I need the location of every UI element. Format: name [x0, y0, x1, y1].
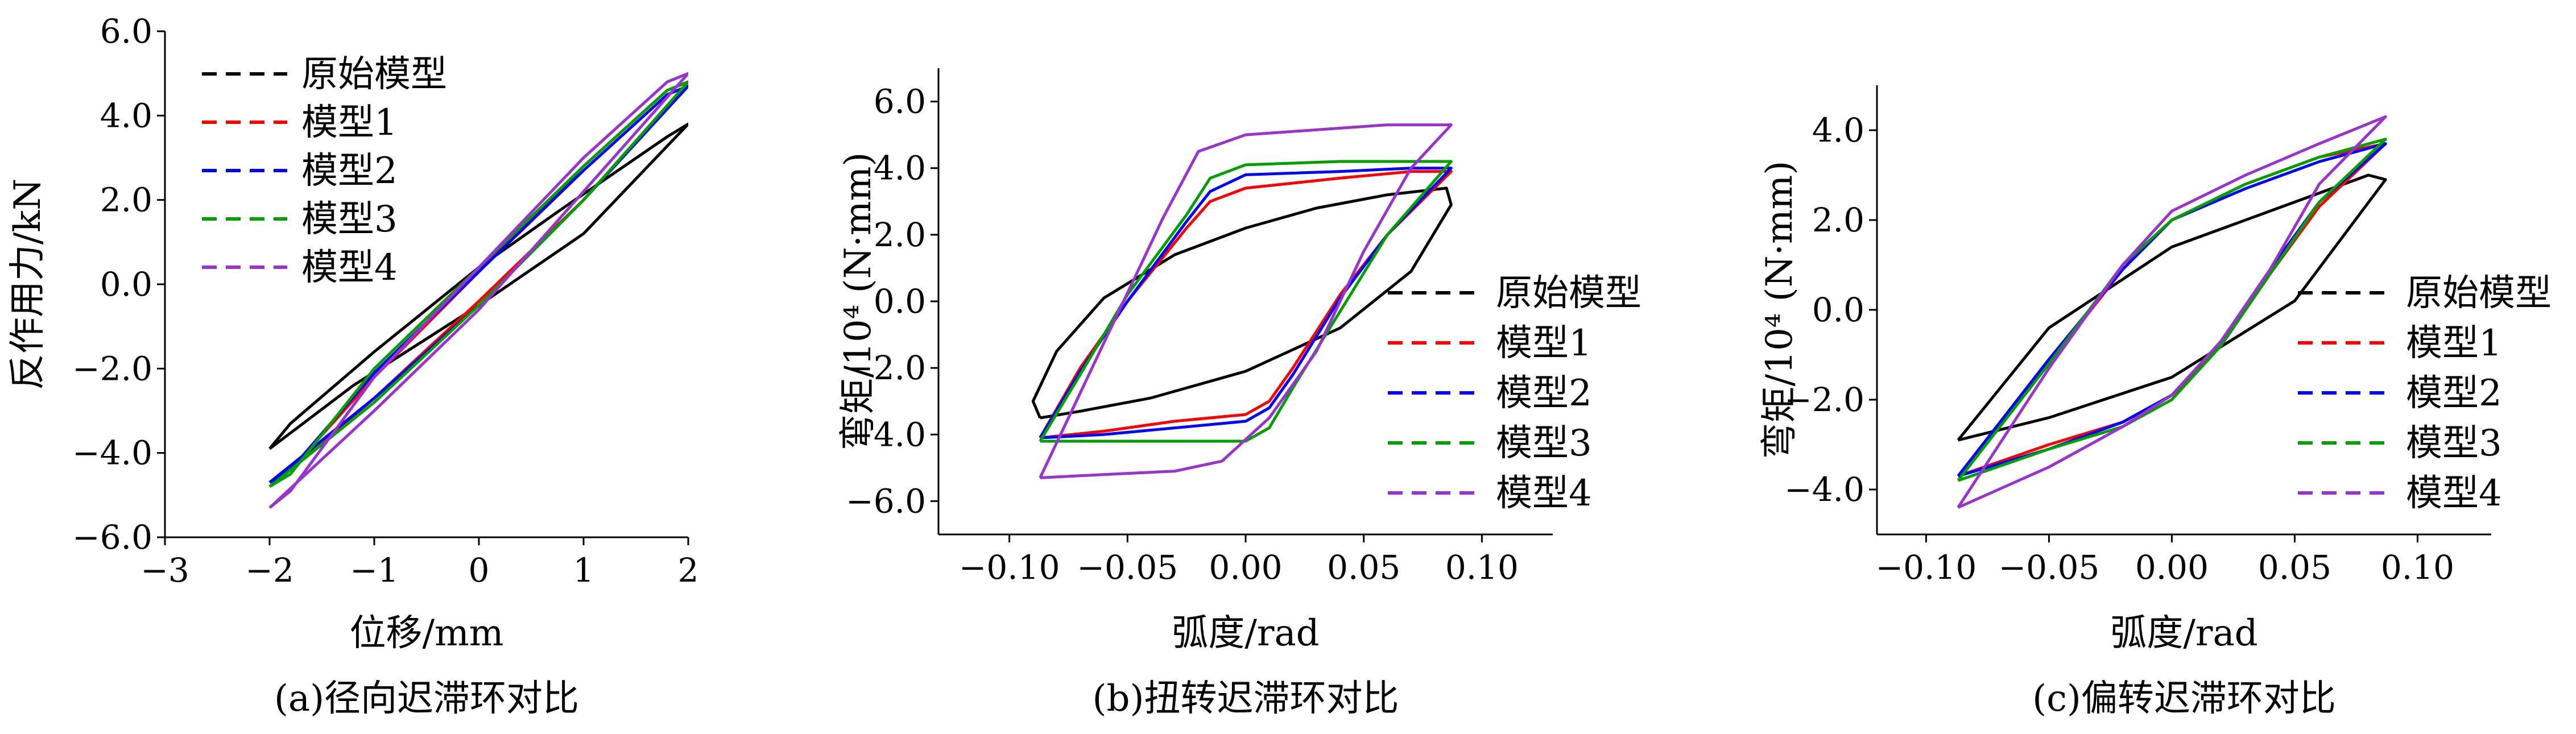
y-tick-label: −4.0 — [72, 434, 152, 472]
y-tick-label: −2.0 — [1784, 380, 1864, 419]
chart-panel-deflection: −0.10 −0.05 0.00 0.05 0.10 −4.0 −2.0 0.0 2.0 4.0 原… — [1759, 85, 2552, 720]
x-tick-label: −0.05 — [1999, 548, 2100, 587]
x-tick-label: 0.00 — [2135, 548, 2209, 587]
series-line-model3 — [1039, 160, 1453, 443]
legend-label: 模型4 — [301, 247, 398, 289]
series-line-model4 — [268, 72, 688, 509]
legend-label: 模型2 — [301, 150, 398, 192]
y-tick-label: 4.0 — [874, 149, 926, 188]
panel-caption: (b)扭转迟滞环对比 — [1093, 678, 1399, 720]
series-line-model2 — [1957, 142, 2387, 478]
series-group — [268, 72, 688, 509]
panel-caption: (c)偏转迟滞环对比 — [2032, 678, 2336, 720]
legend-label: 模型3 — [2406, 422, 2502, 465]
series-group — [1031, 123, 1453, 479]
legend-label: 模型1 — [2406, 322, 2502, 364]
y-tick-label: −4.0 — [846, 415, 926, 454]
x-tick-label: −1 — [350, 551, 399, 590]
x-tick-label: −3 — [140, 551, 189, 590]
y-tick-label: 6.0 — [874, 82, 926, 121]
x-tick-label: 0.05 — [1327, 548, 1400, 587]
y-tick-label: 2.0 — [874, 215, 926, 254]
legend-label: 模型3 — [301, 198, 398, 240]
y-axis-label: 弯矩/10⁴ (N·mm) — [1759, 161, 1801, 459]
x-axis-label: 弧度/rad — [1172, 612, 1319, 654]
series-group — [1957, 115, 2387, 509]
y-tick-label: 6.0 — [100, 12, 152, 51]
legend-label: 模型4 — [1496, 472, 1592, 515]
y-tick-label: −2.0 — [846, 349, 926, 387]
legend-label: 原始模型 — [2406, 272, 2552, 314]
legend-label: 模型4 — [2406, 472, 2502, 515]
x-tick-label: 2 — [678, 551, 699, 590]
y-tick-label: −2.0 — [72, 349, 152, 388]
y-tick-label: 2.0 — [100, 181, 152, 219]
legend-label: 模型3 — [1496, 422, 1592, 465]
x-axis-label: 位移/mm — [350, 612, 504, 654]
y-tick-label: 0.0 — [1812, 291, 1864, 329]
chart-panel-torsion: −0.10 −0.05 0.00 0.05 0.10 −6.0 −4.0 −2.0 0.0 2.0… — [837, 68, 1641, 720]
x-tick-label: −0.10 — [1876, 548, 1977, 587]
panel-caption: (a)径向迟滞环对比 — [274, 678, 579, 720]
series-line-original — [268, 122, 688, 450]
legend-label: 模型1 — [1496, 322, 1592, 364]
series-line-model4 — [1039, 123, 1453, 479]
x-tick-label: 0 — [469, 551, 490, 590]
series-line-model3 — [268, 80, 688, 488]
y-tick-label: 4.0 — [100, 96, 152, 135]
y-tick-label: 2.0 — [1812, 201, 1864, 239]
legend-label: 模型2 — [2406, 372, 2502, 414]
legend-label: 原始模型 — [301, 53, 447, 96]
legend-label: 模型1 — [301, 102, 398, 144]
x-tick-label: 0.05 — [2258, 548, 2331, 587]
series-line-model3 — [1957, 138, 2387, 482]
y-tick-label: 0.0 — [100, 265, 152, 304]
y-tick-label: −4.0 — [1784, 470, 1864, 509]
series-line-model1 — [1039, 170, 1453, 439]
y-tick-label: 4.0 — [1812, 111, 1864, 150]
x-tick-label: 0.10 — [2381, 548, 2454, 587]
x-axis-label: 弧度/rad — [2110, 612, 2257, 654]
x-tick-label: 1 — [573, 551, 594, 590]
y-tick-label: −6.0 — [72, 518, 152, 557]
x-tick-label: −2 — [245, 551, 294, 590]
x-tick-label: −0.10 — [959, 548, 1060, 587]
y-axis-label: 弯矩/10⁴ (N·mm) — [837, 152, 879, 451]
y-tick-label: 0.0 — [874, 282, 926, 321]
y-axis-label: 反作用力/kN — [7, 179, 49, 390]
legend-label: 模型2 — [1496, 372, 1592, 414]
legend-label: 原始模型 — [1496, 272, 1641, 314]
x-tick-label: −0.05 — [1077, 548, 1178, 587]
x-tick-label: 0.00 — [1209, 548, 1282, 587]
series-line-model4 — [1957, 115, 2387, 509]
x-tick-label: 0.10 — [1445, 548, 1519, 587]
chart-panel-radial: −3 −2 −1 0 1 2 −6.0 −4.0 −2.0 0.0 2.0 4.0 6.0 原始模型模型1… — [7, 12, 698, 720]
series-line-model2 — [1039, 167, 1453, 439]
series-line-original — [1031, 186, 1453, 420]
y-tick-label: −6.0 — [846, 482, 926, 520]
